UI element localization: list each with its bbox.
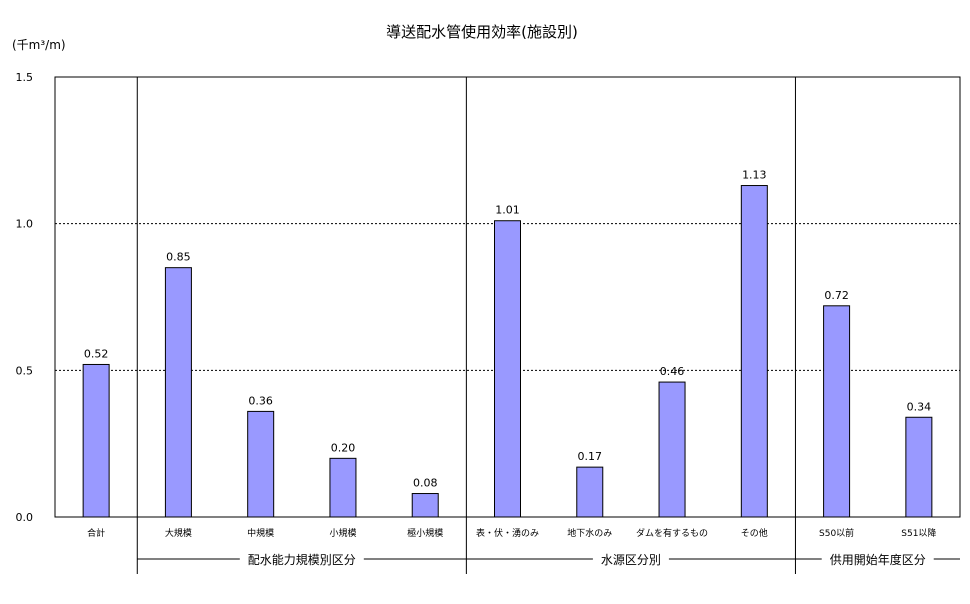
group-label: 水源区分別 [601, 553, 661, 567]
bar [905, 416, 933, 518]
category-label: 極小規模 [407, 527, 443, 539]
category-label: 大規模 [165, 527, 192, 539]
plot-area: 0.0 0.5 1.0 1.5 0.52 合計 0.85 大規模 0.36 中規模 0.20 小規模 0… [16, 71, 961, 574]
data-label: 0.85 [166, 251, 191, 264]
bar [658, 381, 686, 518]
data-label: 0.08 [413, 477, 438, 490]
data-label: 0.36 [248, 394, 273, 407]
data-label: 0.46 [660, 365, 685, 378]
data-label: 1.01 [495, 204, 520, 217]
category-label: 小規模 [329, 528, 356, 539]
category-label: S50以前 [819, 527, 854, 539]
bar [329, 457, 357, 518]
category-label: 地下水のみ [567, 527, 612, 539]
bar [494, 220, 521, 518]
bar [164, 267, 192, 518]
data-label: 0.34 [907, 400, 932, 413]
y-tick-label: 0.5 [16, 364, 34, 377]
category-label: その他 [741, 527, 768, 539]
y-tick-label: 1.5 [16, 71, 34, 84]
bar [247, 410, 275, 518]
y-tick-label: 1.0 [16, 218, 34, 231]
group-label: 供用開始年度区分 [830, 552, 926, 567]
y-tick-label: 0.0 [16, 511, 34, 524]
data-label: 1.13 [742, 169, 767, 182]
category-label: 中規模 [247, 527, 274, 539]
bar [740, 185, 768, 518]
bar [823, 305, 851, 518]
y-axis-unit-label: (千m³/m) [12, 38, 66, 52]
group-label: 配水能力規模別区分 [248, 552, 356, 567]
bar [576, 466, 604, 518]
category-label: S51以降 [901, 527, 936, 539]
data-label: 0.52 [84, 347, 109, 360]
chart-title: 導送配水管使用効率(施設別) [386, 23, 578, 41]
data-label: 0.20 [331, 441, 356, 454]
data-label: 0.72 [824, 289, 849, 302]
category-label: 表・伏・湧のみ [476, 527, 539, 539]
bar [411, 493, 439, 518]
data-label: 0.17 [578, 450, 603, 463]
bar [82, 363, 110, 518]
category-label: 合計 [87, 527, 105, 539]
category-label: ダムを有するもの [636, 527, 708, 539]
